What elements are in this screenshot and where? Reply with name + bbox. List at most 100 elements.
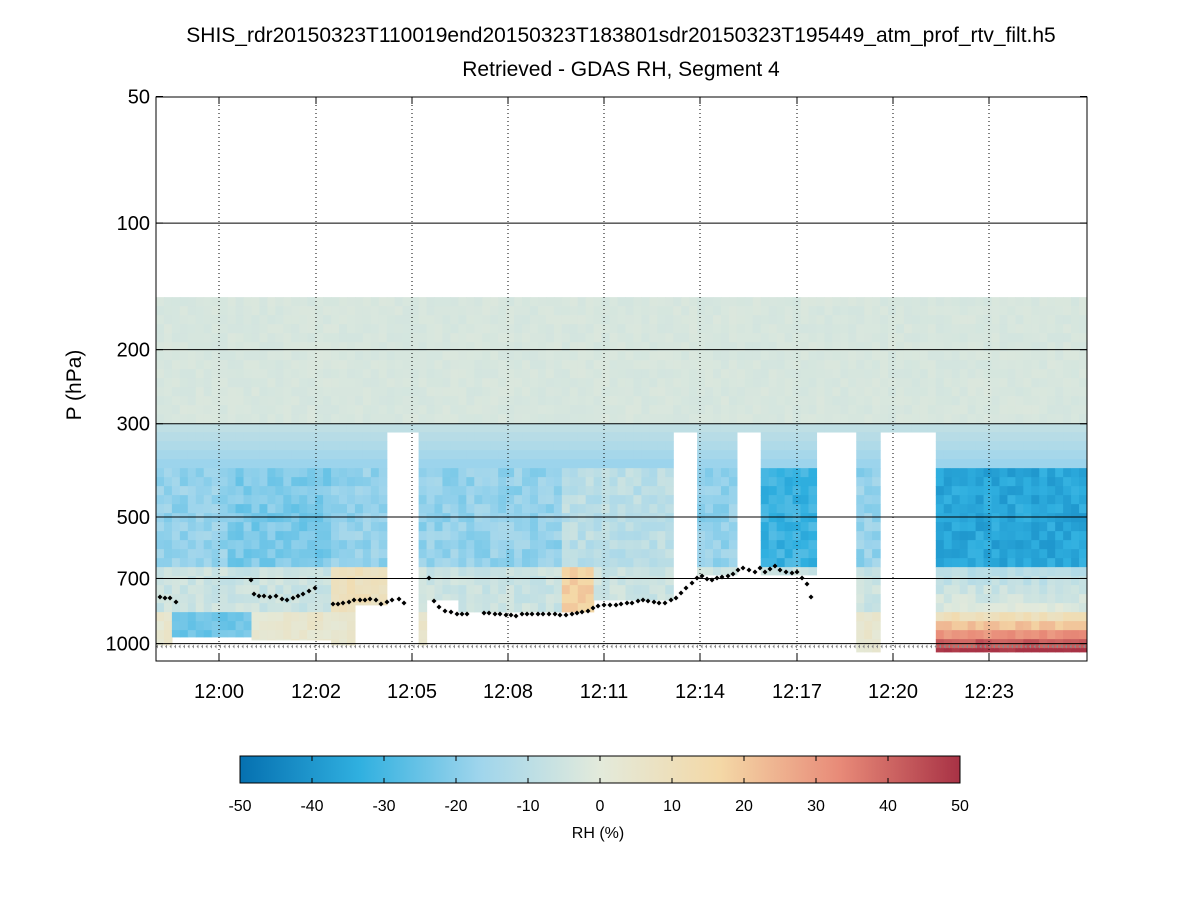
- heatmap-cell: [442, 549, 452, 559]
- heatmap-cell: [872, 567, 881, 577]
- heatmap-cell: [506, 558, 515, 568]
- surface-marker: [673, 644, 676, 649]
- heatmap-cell: [267, 585, 276, 595]
- heatmap-cell: [1007, 432, 1016, 442]
- heatmap-cell: [617, 414, 627, 424]
- heatmap-cell: [569, 567, 579, 577]
- heatmap-cell: [426, 549, 436, 559]
- heatmap-cell: [697, 459, 706, 469]
- heatmap-cell: [458, 558, 467, 568]
- heatmap-cell: [307, 477, 316, 487]
- heatmap-cell: [346, 495, 356, 505]
- heatmap-cell: [235, 531, 245, 541]
- heatmap-cell: [339, 423, 348, 433]
- heatmap-cell: [506, 594, 515, 604]
- cloud-top-marker: [656, 600, 662, 606]
- heatmap-cell: [553, 441, 563, 451]
- heatmap-cell: [1023, 450, 1032, 460]
- heatmap-cell: [601, 450, 611, 460]
- heatmap-cell: [561, 522, 571, 532]
- cloud-top-marker: [362, 597, 368, 603]
- heatmap-cell: [299, 531, 308, 541]
- heatmap-cell: [975, 486, 985, 496]
- heatmap-cell: [346, 387, 356, 397]
- heatmap-cell: [283, 459, 292, 469]
- heatmap-cell: [187, 504, 197, 514]
- heatmap-cell: [1039, 324, 1048, 334]
- heatmap-cell: [649, 531, 658, 541]
- heatmap-cell: [498, 468, 507, 478]
- surface-marker: [705, 644, 708, 649]
- heatmap-cell: [339, 324, 348, 334]
- heatmap-cell: [450, 396, 459, 406]
- heatmap-cell: [959, 630, 969, 640]
- heatmap-cell: [458, 360, 467, 370]
- heatmap-cell: [665, 387, 674, 397]
- cloud-top-marker: [442, 608, 448, 614]
- heatmap-cell: [315, 531, 324, 541]
- heatmap-cell: [1071, 450, 1080, 460]
- heatmap-cell: [856, 396, 865, 406]
- heatmap-cell: [283, 450, 292, 460]
- heatmap-cell: [259, 369, 268, 379]
- surface-marker: [1024, 644, 1027, 649]
- surface-marker: [1042, 644, 1045, 649]
- heatmap-cell: [935, 549, 945, 559]
- heatmap-cell: [219, 477, 229, 487]
- surface-marker: [997, 644, 1000, 649]
- heatmap-cell: [872, 576, 881, 586]
- heatmap-cell: [498, 387, 507, 397]
- heatmap-cell: [466, 576, 475, 586]
- heatmap-cell: [983, 540, 993, 550]
- heatmap-cell: [1063, 297, 1072, 307]
- heatmap-cell: [1071, 495, 1080, 505]
- heatmap-cell: [474, 414, 483, 424]
- heatmap-cell: [713, 351, 722, 361]
- heatmap-cell: [323, 504, 332, 514]
- heatmap-cell: [713, 297, 722, 307]
- heatmap-cell: [187, 630, 197, 638]
- heatmap-cell: [1031, 540, 1040, 550]
- heatmap-cell: [450, 351, 459, 361]
- heatmap-cell: [665, 585, 674, 595]
- heatmap-cell: [808, 441, 818, 451]
- surface-marker: [786, 644, 789, 649]
- heatmap-cell: [283, 441, 292, 451]
- heatmap-cell: [768, 459, 778, 469]
- heatmap-cell: [1079, 549, 1087, 559]
- heatmap-cell: [609, 540, 619, 550]
- heatmap-cell: [1023, 306, 1032, 316]
- heatmap-cell: [553, 315, 563, 325]
- heatmap-cell: [545, 387, 555, 397]
- heatmap-cell: [697, 387, 706, 397]
- heatmap-cell: [171, 387, 181, 397]
- heatmap-cell: [657, 324, 666, 334]
- heatmap-cell: [267, 297, 276, 307]
- heatmap-cell: [203, 315, 213, 325]
- heatmap-cell: [474, 450, 483, 460]
- heatmap-cell: [506, 378, 515, 388]
- heatmap-cell: [418, 342, 428, 352]
- heatmap-cell: [315, 297, 324, 307]
- heatmap-cell: [394, 378, 404, 388]
- heatmap-cell: [156, 423, 165, 433]
- heatmap-cell: [394, 414, 404, 424]
- heatmap-cell: [346, 522, 356, 532]
- heatmap-cell: [163, 558, 173, 568]
- surface-marker: [430, 644, 433, 649]
- heatmap-cell: [633, 549, 642, 559]
- heatmap-cell: [346, 432, 356, 442]
- heatmap-cell: [975, 315, 985, 325]
- heatmap-cell: [179, 387, 189, 397]
- heatmap-cell: [195, 594, 205, 604]
- heatmap-cell: [593, 315, 603, 325]
- heatmap-cell: [593, 351, 603, 361]
- heatmap-cell: [346, 549, 356, 559]
- heatmap-cell: [211, 315, 221, 325]
- heatmap-cell: [426, 324, 436, 334]
- heatmap-cell: [378, 369, 388, 379]
- heatmap-cell: [418, 540, 428, 550]
- heatmap-cell: [339, 504, 348, 514]
- heatmap-cell: [967, 558, 977, 568]
- heatmap-cell: [219, 612, 229, 622]
